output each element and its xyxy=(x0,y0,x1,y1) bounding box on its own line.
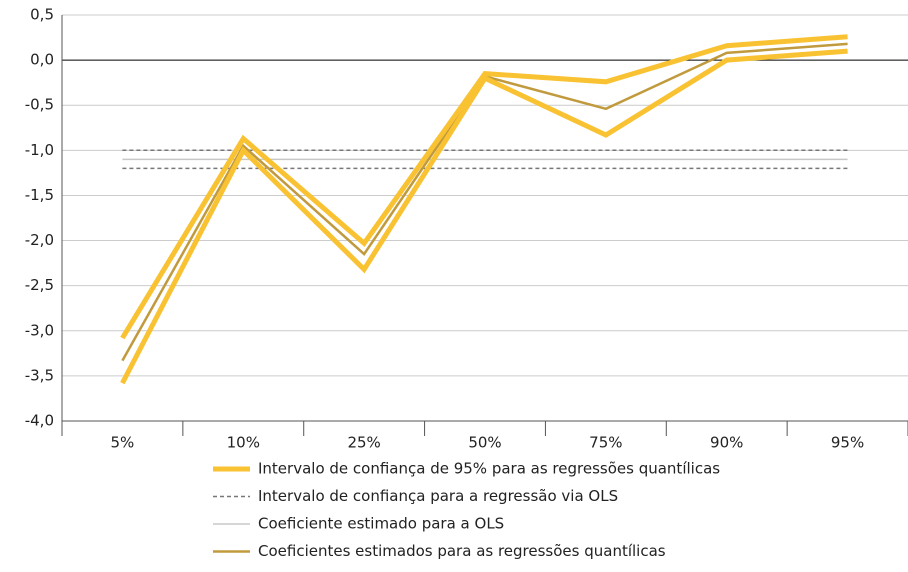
legend-label: Coeficientes estimados para as regressõe… xyxy=(258,542,666,560)
x-tick-label: 25% xyxy=(347,434,380,452)
y-tick-label: -3,0 xyxy=(25,321,54,339)
y-tick-label: -2,0 xyxy=(25,231,54,249)
series-line xyxy=(121,42,848,362)
x-tick-label: 5% xyxy=(111,434,135,452)
x-tick-label: 90% xyxy=(710,434,743,452)
y-tick-label: 0,0 xyxy=(30,51,54,69)
series-line xyxy=(120,34,848,340)
y-tick-label: -3,5 xyxy=(25,366,54,384)
y-tick-label: -0,5 xyxy=(25,96,54,114)
legend-label: Intervalo de confiança para a regressão … xyxy=(258,487,618,505)
y-tick-label: -4,0 xyxy=(25,412,54,430)
x-tick-label: 10% xyxy=(227,434,260,452)
x-tick-label: 75% xyxy=(589,434,622,452)
x-tick-label: 50% xyxy=(468,434,501,452)
y-tick-label: 0,5 xyxy=(30,6,54,24)
legend-label: Intervalo de confiança de 95% para as re… xyxy=(258,460,720,478)
legend-label: Coeficiente estimado para a OLS xyxy=(258,515,504,533)
y-tick-label: -1,5 xyxy=(25,186,54,204)
x-tick-label: 95% xyxy=(831,434,864,452)
y-tick-label: -1,0 xyxy=(25,141,54,159)
y-tick-label: -2,5 xyxy=(25,276,54,294)
series-line xyxy=(120,48,848,385)
